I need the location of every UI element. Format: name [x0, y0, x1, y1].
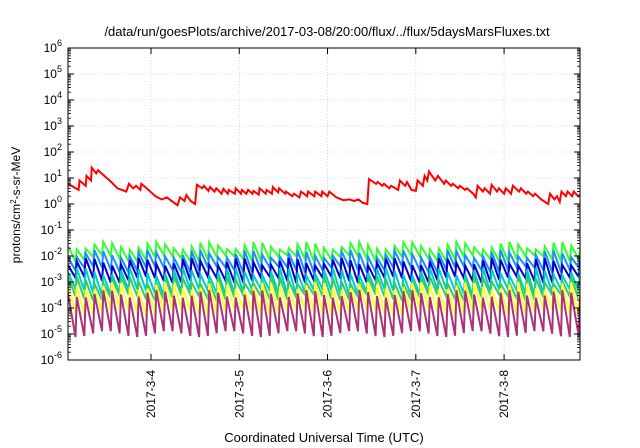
y-tick-label: 100 — [44, 194, 62, 211]
y-tick-label: 101 — [44, 168, 62, 185]
y-axis-label-superscript: 2 — [9, 199, 18, 204]
series-line-0 — [68, 164, 580, 207]
x-tick-label: 2017-3-7 — [409, 370, 423, 418]
x-tick-label: 2017-3-6 — [321, 370, 335, 418]
data-series — [68, 164, 580, 338]
y-tick-label: 104 — [44, 90, 62, 107]
x-axis-ticks: 2017-3-4 2017-3-5 2017-3-6 2017-3-7 2017-3-8 — [144, 48, 511, 418]
x-tick-label: 2017-3-8 — [497, 370, 511, 418]
y-tick-label: 10-2 — [41, 246, 62, 263]
x-axis-label: Coordinated Universal Time (UTC) — [224, 430, 423, 445]
series-line-7 — [68, 289, 580, 338]
y-tick-label: 102 — [44, 142, 62, 159]
y-tick-label: 106 — [44, 38, 62, 55]
y-tick-label: 10-3 — [41, 272, 62, 289]
y-tick-label: 10-5 — [41, 324, 62, 341]
y-axis-label-prefix: protons/cm — [9, 204, 23, 263]
y-tick-label: 10-1 — [41, 220, 62, 237]
x-tick-label: 2017-3-4 — [144, 370, 158, 418]
y-axis-ticks: 10-6 10-5 10-4 10-3 10-2 10-1 100 101 102 103 104 1… — [41, 38, 580, 367]
y-tick-label: 10-6 — [41, 350, 62, 367]
y-tick-label: 10-4 — [41, 298, 62, 315]
y-tick-label: 103 — [44, 116, 62, 133]
x-tick-label: 2017-3-5 — [232, 370, 246, 418]
chart-title: /data/run/goesPlots/archive/2017-03-08/2… — [104, 24, 550, 39]
y-axis-label: protons/cm2-s-sr-MeV — [9, 147, 24, 263]
y-axis-label-suffix: -s-sr-MeV — [9, 147, 23, 200]
y-tick-label: 105 — [44, 64, 62, 81]
